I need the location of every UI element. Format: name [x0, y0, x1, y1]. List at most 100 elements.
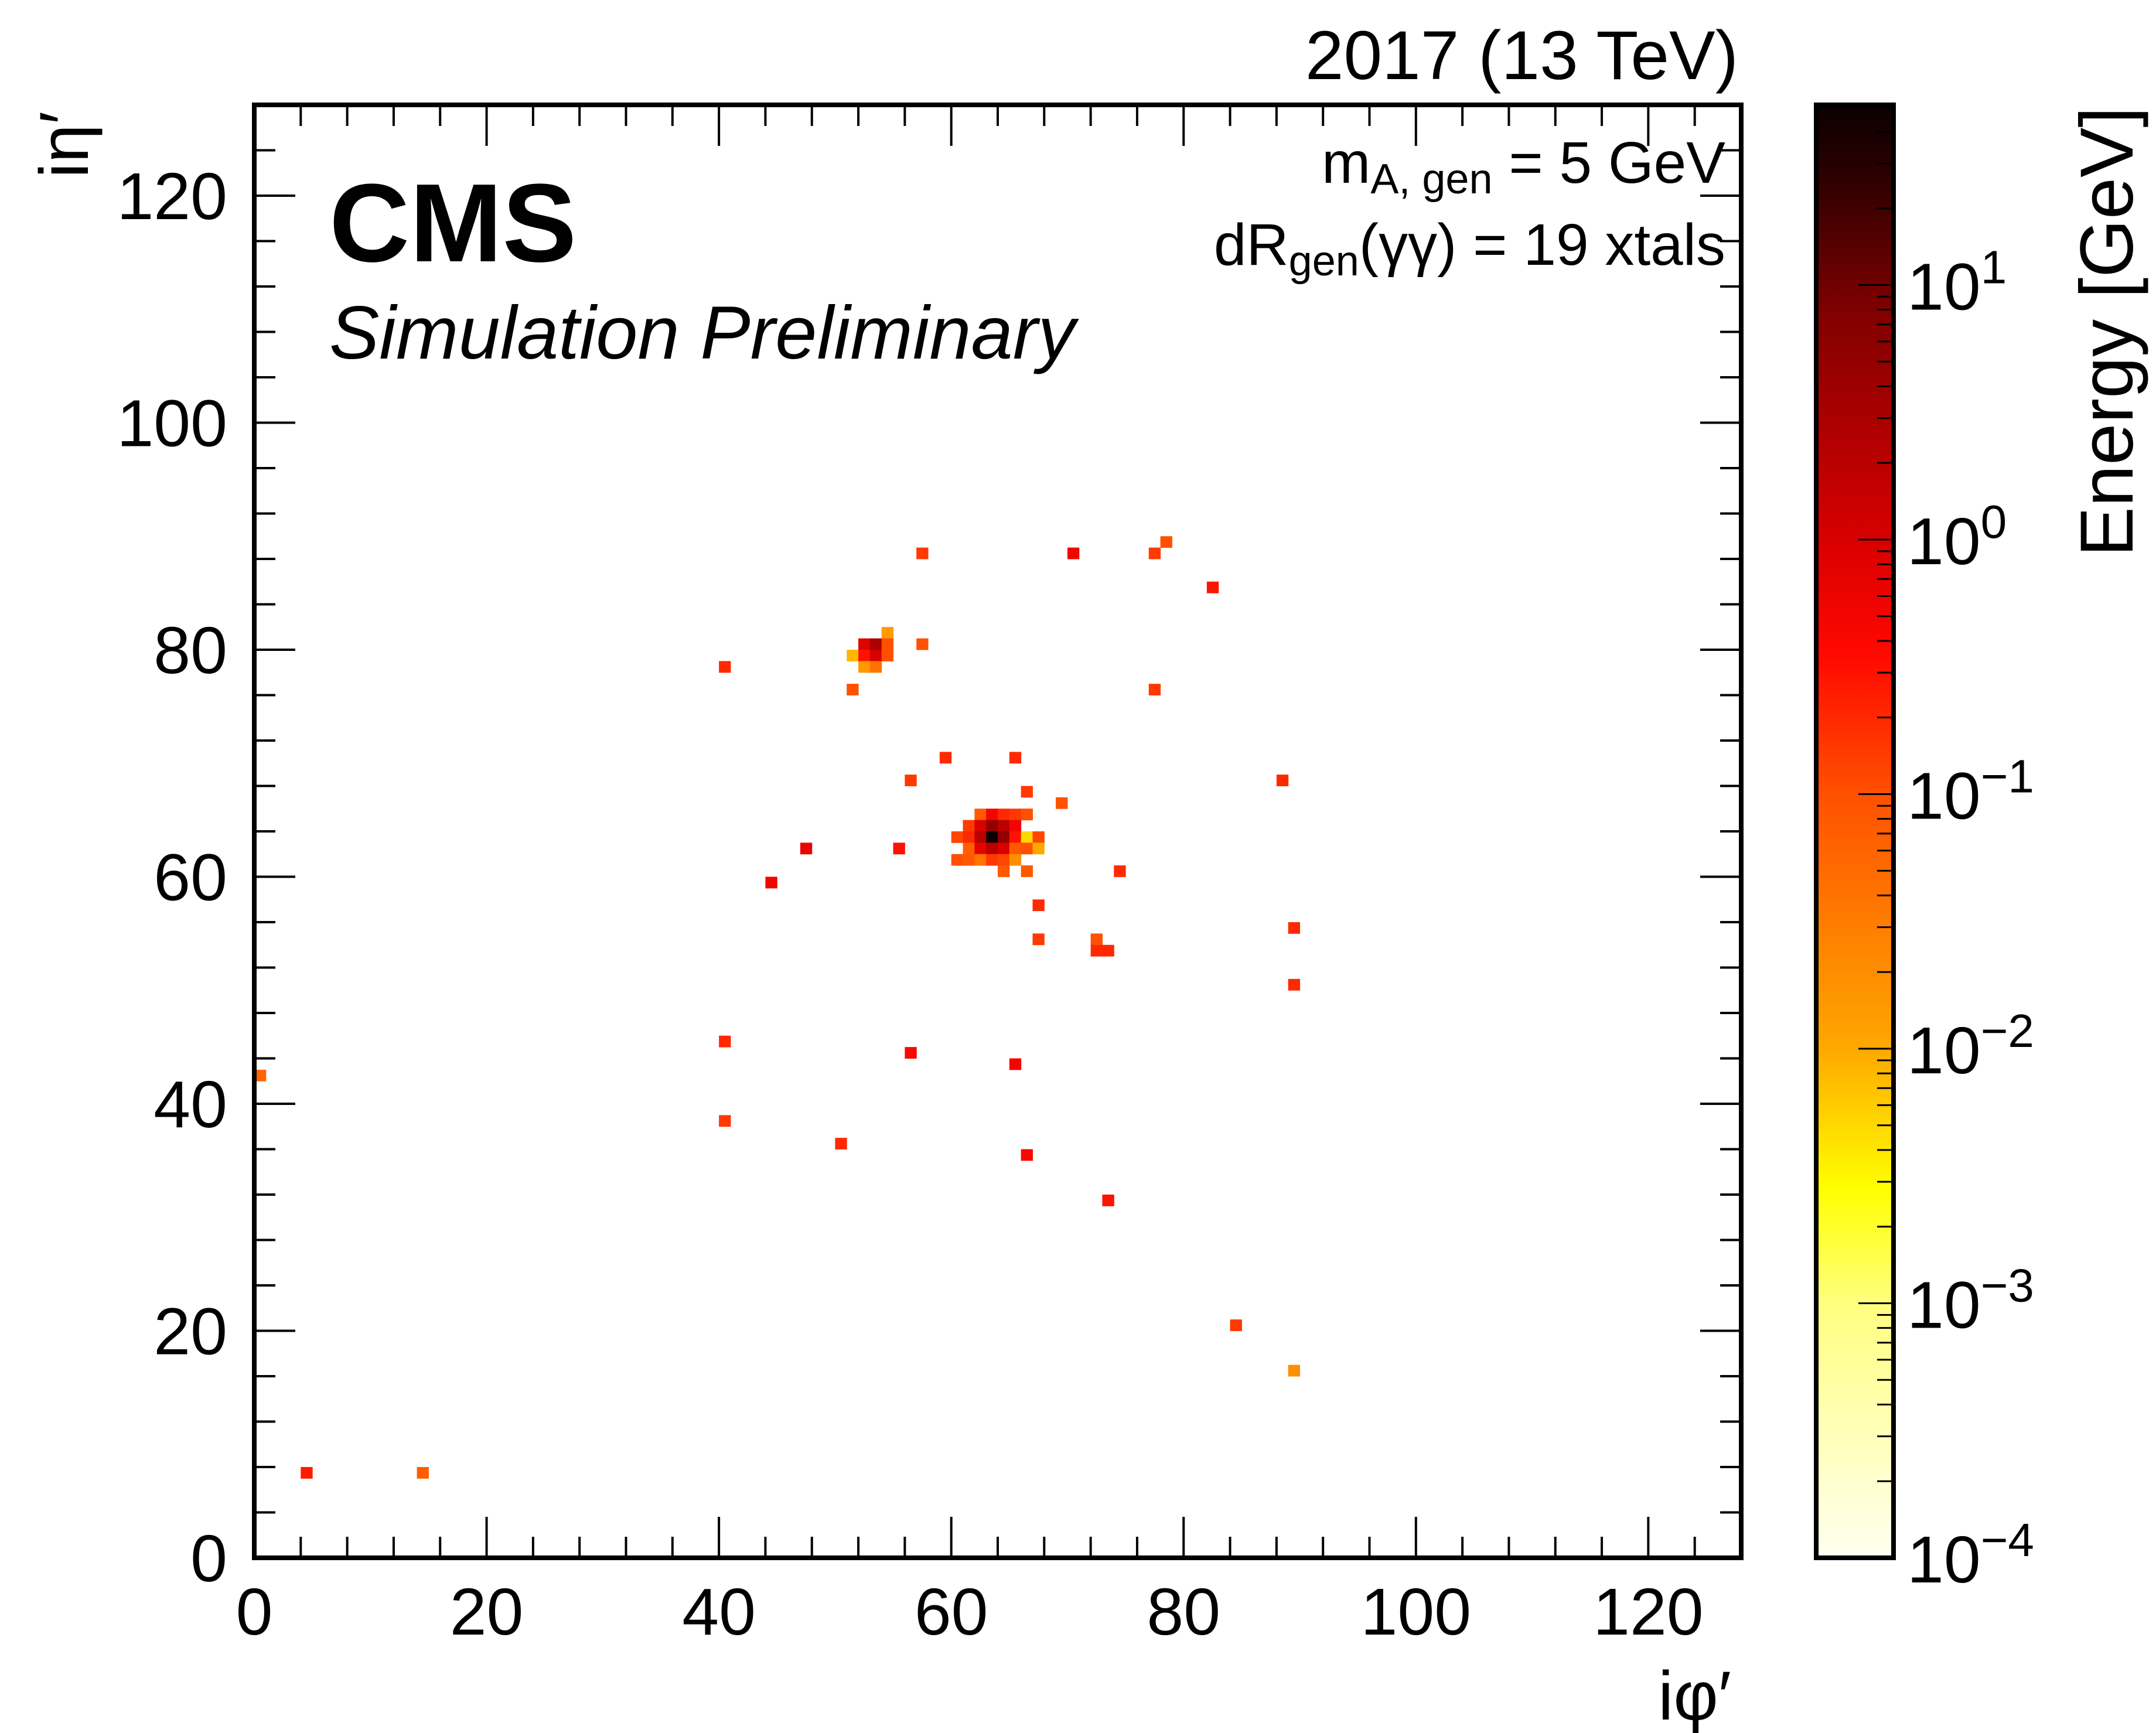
x-tick-label: 80: [1147, 1575, 1220, 1649]
heatmap-cell: [951, 831, 964, 843]
heatmap-cell: [1021, 865, 1033, 877]
heatmap-cell: [1288, 922, 1301, 934]
heatmap-cell: [719, 1115, 731, 1127]
heatmap-cell: [1021, 842, 1033, 855]
heatmap-cell: [835, 1138, 847, 1149]
heatmap-cell: [1032, 842, 1045, 855]
heatmap-cell: [869, 638, 882, 650]
heatmap-cell: [963, 820, 975, 832]
heatmap-cell: [1288, 978, 1301, 991]
heatmap-cell: [1032, 899, 1045, 912]
colorbar-tick-label: 10−1: [1907, 750, 2034, 833]
colorbar-title: Energy [GeV]: [2065, 107, 2149, 557]
heatmap-cell: [998, 865, 1010, 877]
heatmap-cell: [986, 820, 998, 832]
heatmap-cell: [986, 808, 998, 821]
heatmap-cell: [719, 661, 731, 673]
heatmap-cell: [963, 842, 975, 855]
heatmap-cell: [998, 831, 1010, 843]
heatmap-cell: [1230, 1319, 1242, 1331]
colorbar-ticks: 10−4 10−3 10−2 10−1 100 101: [1858, 106, 2034, 1596]
y-tick-label: 100: [117, 387, 227, 460]
heatmap-cell: [963, 854, 975, 866]
colorbar-tick-label: 10−3: [1907, 1259, 2034, 1342]
heatmap-cell: [1206, 581, 1219, 593]
heatmap-cell: [1276, 775, 1289, 786]
heatmap-cell: [916, 638, 929, 650]
subtitle-label: Simulation Preliminary: [329, 291, 1079, 375]
heatmap-cell: [1021, 1149, 1033, 1161]
plot-frame: [252, 103, 1744, 1560]
heatmap-cell: [847, 650, 859, 661]
heatmap-cell: [1009, 831, 1022, 843]
heatmap-cell: [1009, 808, 1022, 821]
colorbar-tick-label: 100: [1907, 496, 2007, 578]
header-right: 2017 (13 TeV): [1305, 17, 1738, 94]
heatmap-cell: [881, 627, 894, 639]
heatmap-cell: [974, 808, 987, 821]
axis-ticks: 0 20 40 60 80 100 120 0 20 40 60 80 100 120: [117, 104, 1742, 1649]
heatmap-cell: [986, 831, 998, 843]
heatmap-cell: [1148, 684, 1161, 695]
heatmap-cell: [800, 842, 813, 855]
heatmap-cell: [869, 650, 882, 661]
heatmap-cell: [1021, 831, 1033, 843]
x-tick-label: 60: [915, 1575, 988, 1649]
x-tick-label: 40: [682, 1575, 756, 1649]
heatmap-cell: [858, 661, 871, 673]
heatmap-cell: [986, 854, 998, 866]
heatmap-cell: [916, 547, 929, 560]
heatmap-cell: [974, 831, 987, 843]
mass-annotation: mA, gen = 5 GeV: [1322, 130, 1725, 203]
heatmap-cell: [1148, 547, 1161, 560]
heatmap-cell: [998, 808, 1010, 821]
y-tick-label: 120: [117, 159, 227, 233]
heatmap-cell: [858, 638, 871, 650]
heatmap-cell: [905, 1047, 917, 1059]
y-axis-title: iη′: [26, 111, 103, 178]
colorbar-tick-label: 10−4: [1907, 1514, 2034, 1596]
heatmap-cell: [417, 1467, 429, 1479]
y-tick-label: 60: [153, 841, 227, 915]
heatmap-cell: [1021, 786, 1033, 798]
heatmap-cell: [1160, 536, 1172, 548]
heatmap-cell: [1090, 933, 1103, 946]
x-axis-title: iφ′: [1658, 1657, 1731, 1733]
heatmap-cell: [1032, 933, 1045, 946]
heatmap-cell: [847, 684, 859, 695]
heatmap-cell: [1009, 820, 1022, 832]
heatmap-cell: [998, 842, 1010, 855]
colorbar-tick-label: 10−2: [1907, 1005, 2034, 1087]
heatmap-cell: [1009, 842, 1022, 855]
heatmap-cell: [1021, 808, 1033, 821]
y-tick-label: 0: [190, 1522, 227, 1595]
heatmap-cell: [1009, 752, 1022, 764]
heatmap-cell: [765, 876, 777, 889]
heatmap-cell: [986, 842, 998, 855]
heatmap-cell: [974, 820, 987, 832]
heatmap-cell: [1032, 831, 1045, 843]
heatmap-cell: [1009, 1058, 1022, 1070]
heatmap-cell: [1288, 1364, 1301, 1377]
heatmap-cell: [1102, 1195, 1114, 1206]
x-tick-label: 100: [1361, 1575, 1472, 1649]
heatmap-cell: [1102, 944, 1114, 957]
heatmap-cell: [974, 854, 987, 866]
heatmap-cell: [881, 638, 894, 650]
heatmap-cell: [254, 1069, 267, 1082]
heatmap-cell: [1114, 865, 1126, 877]
y-tick-label: 40: [153, 1067, 227, 1141]
y-tick-label: 20: [153, 1295, 227, 1369]
heatmap-cells: [254, 536, 1301, 1479]
heatmap-cell: [974, 842, 987, 855]
heatmap-cell: [893, 842, 905, 855]
heatmap-cell: [1090, 944, 1103, 957]
heatmap-cell: [998, 820, 1010, 832]
colorbar: [1814, 103, 1896, 1560]
heatmap-cell: [1067, 547, 1080, 560]
heatmap-cell: [858, 650, 871, 661]
heatmap-cell: [951, 854, 964, 866]
x-tick-label: 120: [1593, 1575, 1704, 1649]
heatmap-cell: [998, 854, 1010, 866]
